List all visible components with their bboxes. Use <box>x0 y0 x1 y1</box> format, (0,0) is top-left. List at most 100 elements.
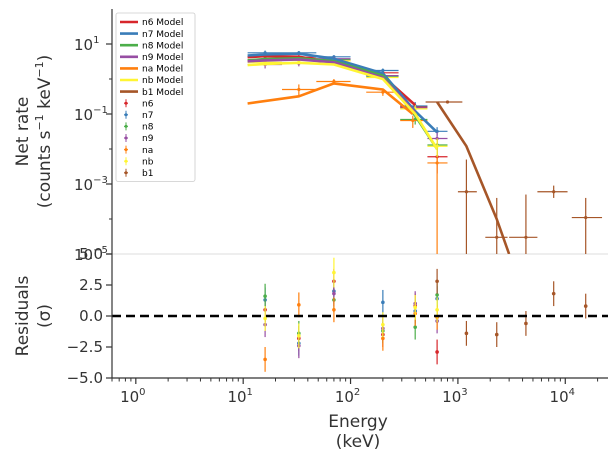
residual-marker-na <box>332 308 336 312</box>
legend-label: na <box>142 146 153 156</box>
tick-base: 10 <box>74 176 93 194</box>
x-tick-label: 101 <box>227 387 252 406</box>
residual-marker-b1 <box>583 304 588 308</box>
tick-base: 10 <box>74 246 93 264</box>
legend-label: n7 <box>142 111 153 121</box>
y-title-mid: keV <box>35 77 55 114</box>
residual-point-na <box>263 347 267 372</box>
tick-base: 10 <box>74 106 93 124</box>
y-title-line2: (counts s <box>35 130 55 208</box>
marker-b1 <box>445 100 450 104</box>
residual-marker-na <box>297 303 301 307</box>
legend-label: b1 <box>142 169 153 179</box>
legend-label: n9 <box>142 134 154 144</box>
residual-marker-n7 <box>381 300 385 305</box>
res-title-line1: Residuals <box>13 276 33 357</box>
marker-b1 <box>524 235 528 239</box>
residual-marker-na <box>263 357 267 362</box>
y-tick-label: 101 <box>74 35 99 54</box>
residual-point-nb <box>332 257 336 288</box>
model-line-b1 <box>436 101 511 254</box>
residual-point-na <box>332 297 336 323</box>
residual-point-b1 <box>435 268 439 294</box>
legend-label: nb Model <box>142 76 183 86</box>
legend-label: n9 Model <box>142 53 183 63</box>
marker-na <box>435 161 439 165</box>
residual-point-na <box>297 292 301 318</box>
residual-marker-n8 <box>413 325 417 329</box>
residual-marker-b1 <box>524 321 528 326</box>
data-point-b1 <box>537 185 568 198</box>
legend-point-swatch <box>124 101 128 105</box>
residual-point-b1 <box>551 281 556 307</box>
residual-marker-nb <box>263 316 267 321</box>
marker-b1 <box>464 190 469 194</box>
residual-marker-b1 <box>551 291 556 296</box>
x-axis-title: Energy (keV) <box>328 412 388 452</box>
residual-marker-n8 <box>435 293 439 297</box>
top-y-axis-title: Net rate (counts s−1 keV−1) <box>13 55 55 209</box>
spectrum-plot-area <box>247 50 603 254</box>
legend-point-swatch <box>124 159 128 163</box>
data-point-b1 <box>509 194 538 254</box>
legend-point-swatch <box>124 113 128 117</box>
res-title-line2: (σ) <box>35 304 55 328</box>
residual-marker-b1 <box>435 279 439 284</box>
tick-base: 10 <box>120 388 139 406</box>
legend-point-swatch <box>124 171 128 175</box>
residual-point-n7 <box>381 289 385 315</box>
residual-marker-nb <box>435 308 439 312</box>
residual-point-b1 <box>583 293 588 319</box>
x-title-line2: (keV) <box>336 432 381 452</box>
data-point-b1 <box>425 100 463 104</box>
marker-b1 <box>584 215 588 220</box>
residual-point-nb <box>413 294 417 320</box>
x-tick-label: 100 <box>120 387 145 406</box>
x-title-line1: Energy <box>328 412 388 432</box>
data-point-b1 <box>571 197 603 254</box>
tick-base: 10 <box>335 388 354 406</box>
residual-marker-nb <box>381 322 385 327</box>
tick-base: 10 <box>74 36 93 54</box>
residuals-plot-area <box>263 257 588 372</box>
tick-exponent: 1 <box>247 387 253 398</box>
model-line-nb <box>247 61 439 150</box>
residual-point-nb <box>297 323 301 349</box>
legend-label: n7 Model <box>142 30 183 40</box>
y-title-sup1: −1 <box>33 114 46 130</box>
y-title-close: ) <box>35 55 55 62</box>
res-y-tick-label: 2.5 <box>79 276 103 294</box>
residual-marker-nb <box>297 334 301 338</box>
tick-exponent: 3 <box>461 387 467 398</box>
tick-base: 10 <box>442 388 461 406</box>
residual-point-nb <box>263 306 267 331</box>
tick-base: 10 <box>227 388 246 406</box>
residual-point-nb <box>435 297 439 323</box>
res-y-tick-label: −5.0 <box>67 369 103 387</box>
legend-label: b1 Model <box>142 88 183 98</box>
legend-point-swatch <box>124 124 128 128</box>
x-tick-label: 104 <box>550 387 575 406</box>
residual-point-b1 <box>524 311 528 336</box>
y-tick-label: 10−3 <box>74 175 108 194</box>
legend-label: n8 Model <box>142 41 183 51</box>
y-tick-label: 10−1 <box>74 105 108 124</box>
residual-marker-nb <box>413 305 417 310</box>
tick-exponent: 2 <box>354 387 360 398</box>
marker-na <box>297 87 301 92</box>
residual-point-n8 <box>263 283 267 309</box>
res-y-tick-label: 5.0 <box>79 245 103 263</box>
residual-marker-b1 <box>494 332 499 337</box>
legend-label: nb <box>142 157 154 167</box>
residual-marker-n6 <box>435 350 439 354</box>
legend-label: na Model <box>142 65 183 75</box>
model-line-na <box>247 82 414 116</box>
residual-marker-na <box>381 336 385 341</box>
data-point-b1 <box>485 197 508 254</box>
y-title-line1: Net rate <box>13 97 33 167</box>
residuals-y-axis-title: Residuals (σ) <box>13 276 55 357</box>
res-y-tick-label: 0.0 <box>79 307 103 325</box>
res-y-tick-label: −2.5 <box>67 338 103 356</box>
